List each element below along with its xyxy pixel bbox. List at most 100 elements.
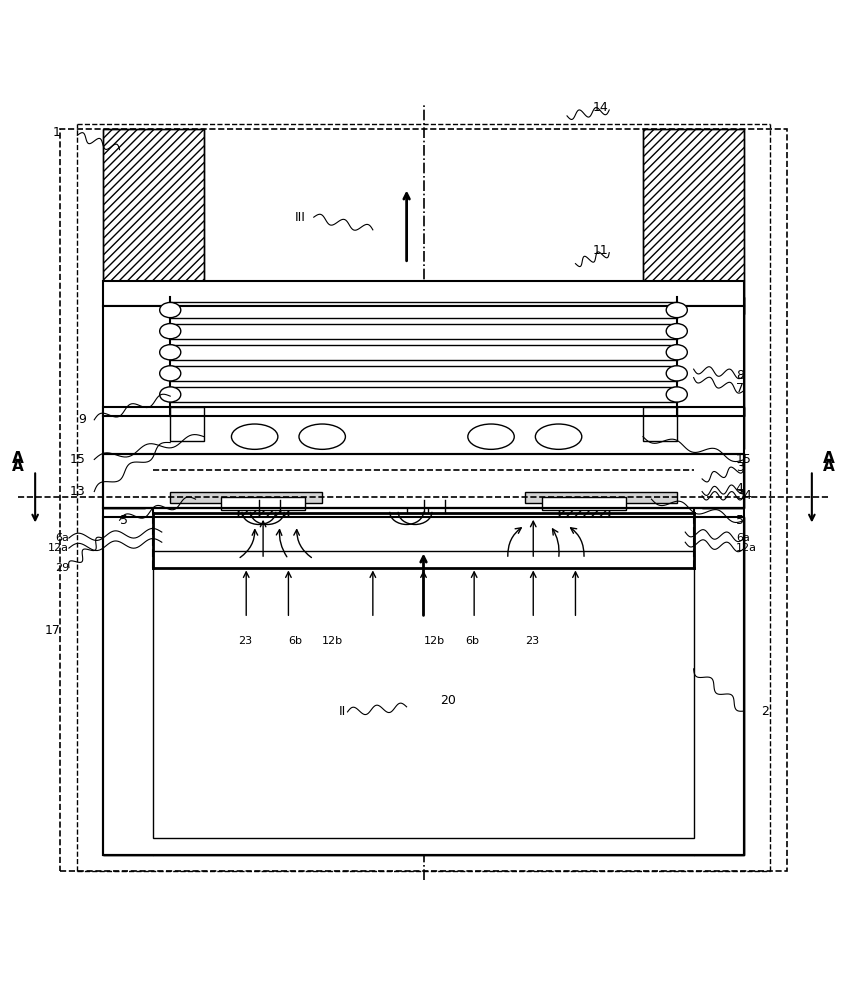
Bar (525, 492, 677, 503)
Text: 14: 14 (592, 101, 608, 114)
Text: 9: 9 (78, 413, 86, 426)
Bar (170, 492, 322, 503)
Ellipse shape (231, 424, 278, 449)
Ellipse shape (667, 324, 687, 339)
Bar (102, 297, 170, 416)
Bar (102, 129, 204, 314)
Bar (643, 129, 745, 314)
Text: A: A (13, 451, 25, 466)
Bar (204, 458, 238, 496)
Ellipse shape (667, 366, 687, 381)
Bar (677, 407, 745, 449)
Bar (238, 500, 289, 519)
Bar (102, 454, 145, 508)
Ellipse shape (160, 324, 180, 339)
Text: 12a: 12a (736, 543, 757, 553)
Bar (677, 297, 745, 416)
Bar (558, 500, 609, 519)
Bar (102, 407, 170, 449)
Text: 6b: 6b (289, 636, 302, 646)
Text: 12b: 12b (424, 636, 445, 646)
Bar (102, 517, 745, 855)
Bar (153, 551, 694, 838)
Bar (102, 407, 170, 449)
Ellipse shape (667, 387, 687, 402)
Bar (102, 306, 745, 416)
Text: 15: 15 (70, 453, 86, 466)
Text: 2: 2 (761, 705, 769, 718)
Text: 15: 15 (736, 453, 752, 466)
Bar (102, 407, 745, 458)
Text: 29: 29 (55, 563, 69, 573)
Bar (694, 517, 745, 855)
Bar (558, 466, 643, 500)
Bar (204, 466, 289, 500)
Bar (102, 517, 153, 855)
Text: II: II (339, 705, 346, 718)
Bar (558, 458, 592, 496)
Bar (102, 508, 745, 855)
Bar (102, 454, 745, 508)
Text: 6a: 6a (55, 533, 69, 543)
Bar (170, 458, 217, 496)
Bar (204, 466, 289, 500)
Bar (102, 297, 170, 416)
Bar (153, 838, 694, 855)
Text: 11: 11 (592, 244, 608, 257)
Ellipse shape (667, 345, 687, 360)
Bar (153, 838, 694, 855)
Text: 6a: 6a (736, 533, 750, 543)
Bar (170, 458, 217, 496)
Bar (221, 497, 305, 510)
Bar (204, 458, 238, 496)
Bar (592, 458, 639, 496)
Bar (170, 407, 204, 441)
Text: 6b: 6b (466, 636, 479, 646)
Text: 20: 20 (440, 694, 457, 707)
Ellipse shape (160, 387, 180, 402)
Bar (102, 454, 145, 508)
Text: A: A (13, 459, 25, 474)
Text: 12a: 12a (48, 543, 69, 553)
Bar (102, 281, 745, 306)
Bar (592, 458, 639, 496)
Bar (60, 129, 787, 871)
Bar (677, 407, 745, 449)
Bar (702, 454, 745, 508)
Text: 23: 23 (238, 636, 252, 646)
Text: 5: 5 (736, 514, 744, 527)
Bar (102, 129, 204, 314)
Bar (542, 497, 626, 510)
Text: III: III (295, 211, 305, 224)
Ellipse shape (535, 424, 582, 449)
Text: 5: 5 (120, 514, 128, 527)
Text: 17: 17 (45, 624, 60, 637)
Bar (677, 297, 745, 416)
Bar (643, 129, 745, 314)
Ellipse shape (667, 302, 687, 318)
Text: 8: 8 (736, 369, 744, 382)
Bar (643, 407, 677, 441)
Text: 3: 3 (736, 461, 744, 474)
Text: A: A (822, 451, 834, 466)
Text: 12b: 12b (322, 636, 343, 646)
Bar (102, 517, 153, 855)
Ellipse shape (160, 302, 180, 318)
Ellipse shape (160, 366, 180, 381)
Text: A: A (822, 459, 834, 474)
Bar (558, 458, 592, 496)
Bar (558, 466, 643, 500)
Text: 23: 23 (525, 636, 539, 646)
Ellipse shape (299, 424, 346, 449)
Ellipse shape (160, 345, 180, 360)
Text: 1: 1 (53, 126, 60, 139)
Bar (238, 500, 289, 519)
Text: 34: 34 (736, 489, 751, 502)
Ellipse shape (468, 424, 514, 449)
Bar (702, 454, 745, 508)
Text: 7: 7 (736, 382, 744, 395)
Bar (102, 454, 745, 508)
Text: 4: 4 (736, 482, 744, 495)
Bar (558, 500, 609, 519)
Text: 13: 13 (70, 485, 86, 498)
